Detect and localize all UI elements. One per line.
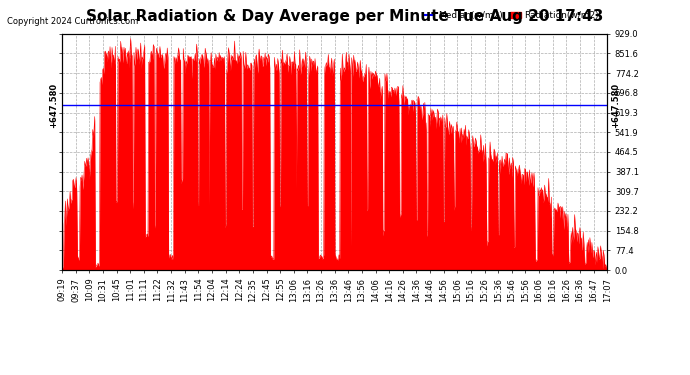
Text: +647.580: +647.580 xyxy=(49,83,58,128)
Text: Solar Radiation & Day Average per Minute Tue Aug 20 17:43: Solar Radiation & Day Average per Minute… xyxy=(86,9,604,24)
Text: Copyright 2024 Curtronics.com: Copyright 2024 Curtronics.com xyxy=(7,17,138,26)
Text: +647.580: +647.580 xyxy=(611,83,620,128)
Legend: Median(w/m2), Radiation(w/m2): Median(w/m2), Radiation(w/m2) xyxy=(420,8,602,24)
